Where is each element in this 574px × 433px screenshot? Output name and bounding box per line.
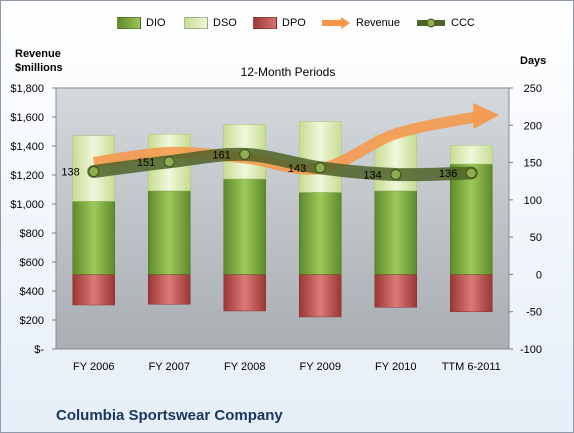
chart-legend: DIO DSO DPO Revenue CCC <box>1 13 573 33</box>
x-axis-tick-label: FY 2010 <box>375 361 416 373</box>
left-axis-tick-label: $1,800 <box>10 83 44 95</box>
legend-item-dpo: DPO <box>253 13 306 33</box>
revenue-arrowhead <box>473 103 500 129</box>
left-axis-tick-label: $400 <box>20 286 44 298</box>
ccc-line <box>87 147 478 182</box>
chart-title: 12-Month Periods <box>240 65 336 79</box>
left-axis-tick-label: $600 <box>20 257 44 269</box>
ccc-marker <box>465 167 477 179</box>
legend-swatch-dio <box>117 17 141 29</box>
bar-dpo <box>374 274 417 308</box>
legend-label-dio: DIO <box>146 17 166 29</box>
left-axis-title-line2: $millions <box>15 62 63 74</box>
ccc-marker <box>88 166 100 178</box>
right-axis-tick-label: 0 <box>536 269 542 281</box>
left-axis-tick-label: $1,400 <box>10 141 44 153</box>
legend-item-revenue: Revenue <box>321 13 400 33</box>
bar-dpo <box>450 274 493 312</box>
left-axis-tick-label: $1,200 <box>10 170 44 182</box>
ccc-marker <box>390 169 402 181</box>
x-axis-tick-label: FY 2009 <box>300 361 341 373</box>
x-axis-tick-label: FY 2006 <box>73 361 114 373</box>
ccc-data-label: 143 <box>288 163 306 175</box>
legend-arrow-icon <box>322 17 350 29</box>
left-axis-tick-label: $1,000 <box>10 199 44 211</box>
bar-dio <box>374 190 417 275</box>
right-axis-tick-label: -100 <box>520 344 542 356</box>
ccc-marker <box>163 156 175 168</box>
ccc-data-label: 151 <box>137 157 155 169</box>
bar-dio <box>72 201 115 275</box>
legend-label-ccc: CCC <box>451 17 475 29</box>
right-axis-title: Days <box>520 55 547 67</box>
ccc-marker <box>239 148 251 160</box>
right-axis-tick-label: 100 <box>524 195 542 207</box>
right-axis-tick-label: -50 <box>526 307 542 319</box>
x-axis-tick-label: FY 2008 <box>224 361 265 373</box>
bar-dpo <box>299 274 342 318</box>
legend-item-dio: DIO <box>117 13 166 33</box>
bar-dso <box>450 145 493 165</box>
right-axis-tick-label: 250 <box>524 83 542 95</box>
right-axis-tick-label: 50 <box>530 232 542 244</box>
legend-label-revenue: Revenue <box>356 17 401 29</box>
ccc-data-label: 134 <box>363 170 381 182</box>
left-axis-title: Revenue $millions <box>15 47 63 75</box>
legend-label-dso: DSO <box>213 17 237 29</box>
ccc-marker <box>314 162 326 174</box>
bar-dio <box>148 190 191 275</box>
legend-line-marker-icon <box>417 18 445 28</box>
ccc-data-label: 136 <box>439 168 457 180</box>
left-axis-tick-label: $800 <box>20 228 44 240</box>
bar-dpo <box>223 274 266 312</box>
legend-swatch-dpo <box>253 17 277 29</box>
legend-label-dpo: DPO <box>282 17 306 29</box>
legend-item-dso: DSO <box>184 13 237 33</box>
company-name: Columbia Sportswear Company <box>56 407 283 424</box>
left-axis-tick-label: $- <box>34 344 44 356</box>
x-axis-tick-label: FY 2007 <box>149 361 190 373</box>
x-axis-tick-label: TTM 6-2011 <box>442 361 501 373</box>
right-axis-tick-label: 150 <box>524 158 542 170</box>
left-axis-title-line1: Revenue <box>15 48 61 60</box>
left-axis-tick-label: $1,600 <box>10 112 44 124</box>
bar-dio <box>450 163 493 275</box>
right-axis-tick-label: 200 <box>524 120 542 132</box>
bar-dpo <box>148 274 191 305</box>
left-axis-tick-label: $200 <box>20 315 44 327</box>
ccc-data-label: 161 <box>212 149 230 161</box>
plot-area <box>55 87 510 350</box>
bar-dpo <box>72 274 115 306</box>
bar-dio <box>299 192 342 275</box>
legend-swatch-dso <box>184 17 208 29</box>
bar-dso <box>299 121 342 193</box>
legend-item-ccc: CCC <box>416 13 475 33</box>
bar-dio <box>223 178 266 275</box>
ccc-data-label: 138 <box>61 167 79 179</box>
